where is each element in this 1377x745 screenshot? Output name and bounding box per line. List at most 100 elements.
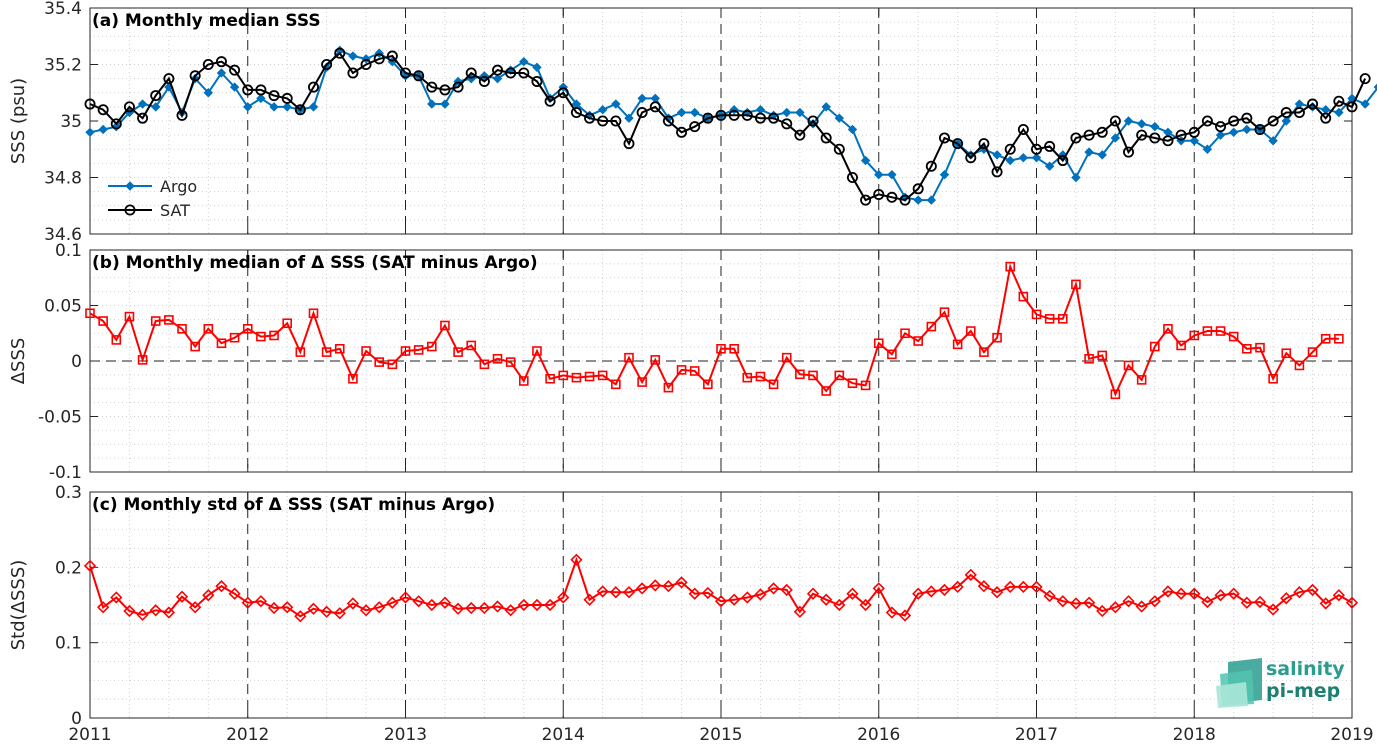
data-point xyxy=(820,593,833,606)
data-point xyxy=(1294,360,1305,371)
data-point xyxy=(478,601,491,615)
data-point xyxy=(1005,261,1016,272)
data-point xyxy=(451,602,465,615)
data-point xyxy=(768,379,779,390)
data-point xyxy=(768,112,780,124)
data-point xyxy=(1334,333,1344,344)
data-point xyxy=(1228,115,1240,127)
data-point xyxy=(1242,343,1252,354)
data-point xyxy=(1242,124,1252,135)
data-point xyxy=(570,553,583,566)
series-argo xyxy=(85,45,1377,205)
data-point xyxy=(453,347,463,357)
data-point xyxy=(256,331,266,342)
data-point xyxy=(872,582,885,595)
data-point xyxy=(229,332,240,343)
data-point xyxy=(1360,99,1370,109)
data-point xyxy=(491,600,504,613)
data-point xyxy=(1293,586,1306,599)
data-point xyxy=(164,315,174,325)
data-point xyxy=(97,601,110,614)
data-point xyxy=(440,320,450,331)
data-point xyxy=(176,109,188,121)
data-point xyxy=(912,183,924,195)
data-point xyxy=(85,308,95,319)
data-point xyxy=(571,372,582,383)
data-point xyxy=(781,352,792,363)
data-point xyxy=(1135,600,1148,613)
salinity-pimep-logo: salinity pi-mep xyxy=(1216,658,1345,708)
data-point xyxy=(1227,587,1240,600)
data-point xyxy=(938,583,951,597)
panel-b: -0.1 -0.05 0 0.05 0.1 ΔSSS (b) Monthly median … xyxy=(8,241,1353,483)
data-point xyxy=(1281,348,1292,359)
data-point xyxy=(1043,589,1056,603)
data-point xyxy=(1084,353,1094,364)
data-point xyxy=(1084,147,1094,157)
data-point xyxy=(926,321,937,332)
y-tick-label: 35.2 xyxy=(44,56,82,76)
data-point xyxy=(1057,314,1068,324)
data-point xyxy=(1254,123,1266,135)
data-point xyxy=(1136,375,1147,385)
data-point xyxy=(386,596,399,609)
y-axis-label: SSS (psu) xyxy=(8,78,29,164)
y-tick-label: 0.05 xyxy=(44,297,82,317)
x-tick-label: 2014 xyxy=(542,725,585,745)
data-point xyxy=(925,585,938,598)
data-point xyxy=(1306,583,1319,597)
data-point xyxy=(1163,324,1173,334)
data-point xyxy=(583,593,596,606)
data-point xyxy=(519,376,529,386)
data-point xyxy=(610,115,622,127)
data-point xyxy=(675,576,688,589)
data-point xyxy=(860,380,871,391)
data-point xyxy=(558,370,569,381)
data-point xyxy=(1332,589,1345,602)
data-point xyxy=(622,586,636,599)
data-point xyxy=(465,67,477,79)
data-point xyxy=(611,99,621,109)
data-point xyxy=(755,104,766,115)
data-point xyxy=(1293,107,1305,119)
data-point xyxy=(294,104,306,116)
data-point xyxy=(1018,153,1029,163)
data-point xyxy=(373,53,385,65)
panel-a: 34.6 34.8 35 35.2 35.4 SSS (psu) (a) Monthly m… xyxy=(8,0,1377,245)
data-point xyxy=(662,115,674,127)
data-point xyxy=(690,107,700,118)
data-point xyxy=(216,338,227,349)
data-point xyxy=(110,118,122,130)
data-point xyxy=(741,109,753,121)
panel-title: (a) Monthly median SSS xyxy=(92,11,321,31)
data-point xyxy=(650,355,661,365)
y-tick-label: -0.05 xyxy=(38,408,82,428)
data-point xyxy=(1031,153,1042,163)
data-point xyxy=(321,59,333,71)
data-point xyxy=(348,373,358,384)
data-point xyxy=(584,112,596,124)
data-point xyxy=(939,169,950,180)
data-point xyxy=(794,129,806,141)
data-point xyxy=(926,195,937,205)
data-point xyxy=(1320,112,1332,124)
data-point xyxy=(137,99,148,109)
data-point xyxy=(1280,592,1293,605)
data-point xyxy=(518,67,530,79)
data-point xyxy=(1346,101,1358,113)
data-point xyxy=(190,341,200,352)
data-point xyxy=(189,601,202,614)
series-line xyxy=(89,556,1353,618)
data-point xyxy=(320,605,333,618)
data-point xyxy=(137,355,148,365)
data-point xyxy=(150,90,162,102)
data-point xyxy=(412,595,425,608)
data-point xyxy=(1333,95,1345,107)
data-point xyxy=(965,326,976,336)
data-point xyxy=(820,132,832,144)
data-point xyxy=(545,373,555,384)
y-axis-label: ΔSSS xyxy=(8,338,29,385)
y-axis-label: Std(ΔSSS) xyxy=(8,560,29,651)
data-point xyxy=(348,51,358,61)
